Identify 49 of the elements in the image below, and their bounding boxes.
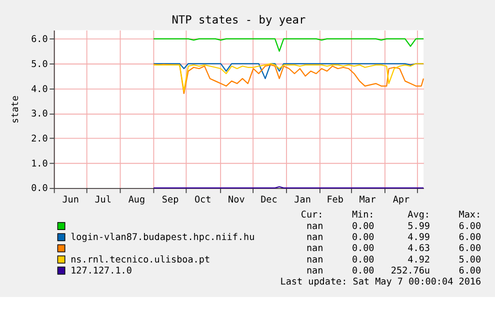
text: nan: [306, 254, 324, 266]
text: 6.00: [458, 232, 482, 243]
text: Cur:: [300, 210, 324, 221]
text: nan: [306, 243, 324, 254]
text: 5.99: [408, 220, 430, 232]
y-axis-title: state: [10, 95, 22, 124]
text: 0.00: [352, 243, 374, 254]
y-tick-label: 3.0: [31, 108, 48, 120]
y-tick-label: 2.0: [31, 133, 48, 144]
x-tick-label: Nov: [228, 194, 246, 206]
x-tick-label: Dec: [260, 194, 278, 206]
text: nan: [306, 232, 324, 243]
x-tick-label: Feb: [326, 194, 344, 206]
legend-label: ns.rnl.tecnico.ulisboa.pt: [70, 254, 210, 266]
text: nan: [306, 265, 324, 276]
text: 6.00: [458, 220, 482, 232]
text: Last update: Sat May 7 00:00:04 2016: [280, 276, 482, 288]
text: 4.63: [408, 243, 430, 254]
x-tick-label: Oct: [194, 194, 212, 206]
x-tick-label: Apr: [392, 194, 410, 206]
text: 0.00: [352, 232, 374, 243]
y-tick-label: 5.0: [31, 58, 48, 70]
text: Avg:: [408, 210, 430, 221]
y-tick-label: 1.0: [31, 158, 48, 170]
legend-label: 127.127.1.0: [70, 265, 132, 276]
chart-title: NTP states - by year: [172, 14, 306, 27]
text: 5.00: [458, 254, 482, 266]
text: 4.92: [408, 254, 430, 266]
text: 6.00: [458, 265, 482, 276]
text: 6.00: [458, 243, 482, 254]
y-tick-label: 0.0: [31, 183, 48, 194]
text: Max:: [458, 210, 482, 221]
text: 4.99: [408, 232, 430, 243]
line-series: [153, 38, 424, 52]
text: 0.00: [352, 220, 374, 232]
text: 0.00: [352, 265, 374, 276]
x-tick-label: Mar: [359, 194, 376, 206]
y-tick-label: 6.0: [31, 34, 48, 46]
x-tick-label: Sep: [162, 194, 180, 206]
x-tick-label: Jul: [94, 194, 112, 206]
text: 0.00: [352, 254, 374, 266]
x-tick-label: Jun: [62, 194, 79, 206]
text: Min:: [352, 210, 374, 221]
text: nan: [306, 220, 324, 232]
text: 252.76u: [390, 265, 430, 276]
legend-label: login-vlan87.budapest.hpc.niif.hu: [70, 232, 255, 243]
x-tick-label: Jan: [294, 194, 311, 206]
y-tick-label: 4.0: [31, 84, 48, 95]
x-tick-label: Aug: [128, 194, 146, 206]
